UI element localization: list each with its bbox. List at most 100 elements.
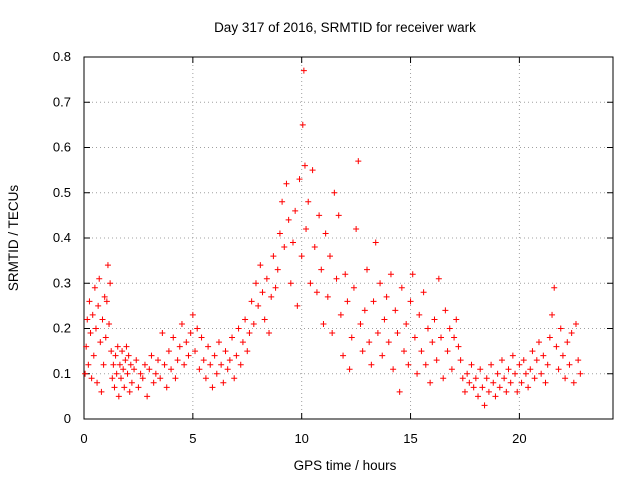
data-point [333, 275, 340, 282]
data-point [144, 393, 151, 400]
data-point [451, 334, 458, 341]
data-point [263, 275, 270, 282]
data-point [348, 334, 355, 341]
data-point [112, 352, 119, 359]
data-point [98, 388, 105, 395]
data-point [394, 330, 401, 337]
x-tick-label: 0 [80, 431, 87, 446]
data-point [205, 343, 212, 350]
data-point [559, 352, 566, 359]
data-point [272, 284, 279, 291]
data-point [529, 348, 536, 355]
data-point [168, 366, 175, 373]
data-point [194, 325, 201, 332]
data-point [562, 375, 569, 382]
data-point [128, 379, 135, 386]
data-point [357, 320, 364, 327]
data-point [461, 388, 468, 395]
data-point [420, 289, 427, 296]
data-point [501, 375, 508, 382]
data-point [231, 375, 238, 382]
data-point [106, 320, 113, 327]
data-point [494, 370, 501, 377]
data-point [570, 379, 577, 386]
data-point [372, 239, 379, 246]
data-point [405, 361, 412, 368]
data-point [403, 320, 410, 327]
data-point [107, 280, 114, 287]
data-point [303, 225, 310, 232]
data-point [427, 379, 434, 386]
data-point [127, 361, 134, 368]
data-point [475, 393, 482, 400]
data-point [123, 343, 130, 350]
data-point [270, 253, 277, 260]
data-point [346, 366, 353, 373]
grid-lines [84, 57, 613, 419]
data-point [252, 280, 259, 287]
y-tick-label: 0.7 [53, 94, 71, 109]
x-tick-label: 10 [294, 431, 308, 446]
data-point [274, 266, 281, 273]
data-point [409, 271, 416, 278]
data-point [202, 375, 209, 382]
data-point [239, 339, 246, 346]
data-point [84, 316, 91, 323]
data-point [479, 384, 486, 391]
data-point [572, 320, 579, 327]
data-point [433, 357, 440, 364]
y-tick-label: 0 [64, 411, 71, 426]
data-point [261, 316, 268, 323]
x-tick-label: 5 [189, 431, 196, 446]
y-tick-label: 0.6 [53, 140, 71, 155]
data-point [196, 366, 203, 373]
data-point [125, 352, 132, 359]
data-point [431, 316, 438, 323]
data-point [313, 289, 320, 296]
data-point [485, 388, 492, 395]
data-point [448, 366, 455, 373]
data-point [466, 379, 473, 386]
data-point [498, 357, 505, 364]
data-point [307, 280, 314, 287]
data-point [305, 198, 312, 205]
data-point [488, 361, 495, 368]
data-point [520, 357, 527, 364]
data-point [113, 370, 120, 377]
data-point [126, 388, 133, 395]
data-point [320, 320, 327, 327]
data-point [94, 379, 101, 386]
data-point [294, 302, 301, 309]
data-point [540, 352, 547, 359]
data-point [411, 334, 418, 341]
data-point [538, 370, 545, 377]
data-point [118, 375, 125, 382]
data-point [207, 361, 214, 368]
data-point [159, 330, 166, 337]
data-point [525, 384, 532, 391]
data-point [283, 180, 290, 187]
data-point [337, 311, 344, 318]
data-point [522, 370, 529, 377]
data-point [379, 352, 386, 359]
data-point [311, 244, 318, 251]
data-point [392, 307, 399, 314]
data-point [220, 379, 227, 386]
data-point [490, 379, 497, 386]
data-point [300, 67, 307, 74]
data-point [359, 348, 366, 355]
data-point [518, 379, 525, 386]
data-point [316, 212, 323, 219]
data-point [183, 339, 190, 346]
data-point [157, 375, 164, 382]
data-point [91, 284, 98, 291]
data-point [435, 275, 442, 282]
data-point [350, 284, 357, 291]
data-point [165, 348, 172, 355]
data-point [185, 352, 192, 359]
data-point [99, 316, 106, 323]
plot-frame [83, 56, 614, 420]
data-point [233, 352, 240, 359]
data-point [148, 352, 155, 359]
